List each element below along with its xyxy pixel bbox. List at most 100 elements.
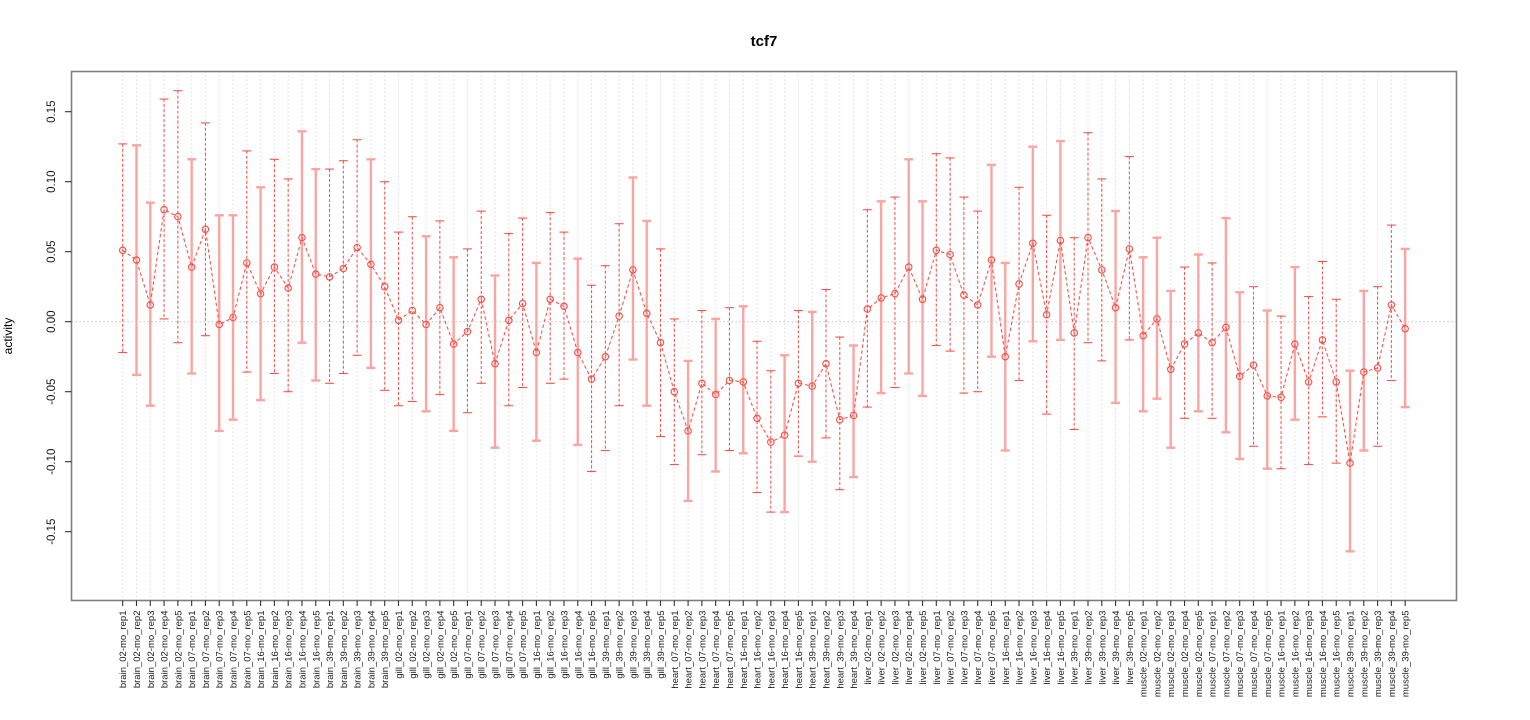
svg-text:liver_39-mo_rep3: liver_39-mo_rep3 [1097, 611, 1108, 685]
svg-text:heart_07-mo_rep1: heart_07-mo_rep1 [670, 611, 681, 689]
chart-title: tcf7 [750, 33, 778, 50]
svg-text:gill_02-mo_rep5: gill_02-mo_rep5 [449, 611, 460, 679]
svg-text:-0.10: -0.10 [46, 449, 58, 475]
svg-text:heart_39-mo_rep1: heart_39-mo_rep1 [808, 611, 819, 689]
svg-text:heart_16-mo_rep5: heart_16-mo_rep5 [794, 611, 805, 689]
svg-text:heart_16-mo_rep3: heart_16-mo_rep3 [766, 611, 777, 689]
svg-text:brain_39-mo_rep4: brain_39-mo_rep4 [366, 611, 377, 689]
svg-text:liver_39-mo_rep4: liver_39-mo_rep4 [1111, 611, 1122, 685]
svg-text:liver_07-mo_rep1: liver_07-mo_rep1 [932, 611, 943, 685]
svg-text:liver_39-mo_rep2: liver_39-mo_rep2 [1084, 611, 1095, 685]
svg-text:liver_02-mo_rep5: liver_02-mo_rep5 [918, 611, 929, 685]
svg-text:gill_07-mo_rep2: gill_07-mo_rep2 [477, 611, 488, 679]
svg-text:muscle_16-mo_rep5: muscle_16-mo_rep5 [1332, 611, 1343, 698]
svg-text:0.10: 0.10 [46, 171, 58, 193]
svg-text:liver_07-mo_rep2: liver_07-mo_rep2 [946, 611, 957, 685]
svg-text:gill_02-mo_rep1: gill_02-mo_rep1 [394, 611, 405, 679]
svg-text:brain_07-mo_rep4: brain_07-mo_rep4 [229, 611, 240, 689]
svg-text:muscle_07-mo_rep4: muscle_07-mo_rep4 [1249, 611, 1260, 698]
svg-text:brain_02-mo_rep5: brain_02-mo_rep5 [173, 611, 184, 689]
svg-text:muscle_02-mo_rep3: muscle_02-mo_rep3 [1166, 611, 1177, 698]
svg-text:heart_16-mo_rep1: heart_16-mo_rep1 [739, 611, 750, 689]
svg-text:liver_07-mo_rep5: liver_07-mo_rep5 [987, 611, 998, 685]
svg-text:brain_16-mo_rep1: brain_16-mo_rep1 [256, 611, 267, 689]
svg-text:-0.15: -0.15 [46, 519, 58, 545]
svg-text:brain_07-mo_rep1: brain_07-mo_rep1 [187, 611, 198, 689]
svg-text:gill_39-mo_rep5: gill_39-mo_rep5 [656, 611, 667, 679]
svg-text:muscle_07-mo_rep3: muscle_07-mo_rep3 [1235, 611, 1246, 698]
svg-text:gill_02-mo_rep2: gill_02-mo_rep2 [408, 611, 419, 679]
svg-text:liver_16-mo_rep2: liver_16-mo_rep2 [1015, 611, 1026, 685]
svg-text:heart_39-mo_rep4: heart_39-mo_rep4 [849, 611, 860, 689]
svg-text:muscle_39-mo_rep4: muscle_39-mo_rep4 [1387, 611, 1398, 698]
svg-text:muscle_16-mo_rep4: muscle_16-mo_rep4 [1318, 611, 1329, 698]
svg-text:gill_02-mo_rep4: gill_02-mo_rep4 [435, 611, 446, 679]
svg-text:brain_07-mo_rep3: brain_07-mo_rep3 [215, 611, 226, 689]
svg-text:muscle_16-mo_rep3: muscle_16-mo_rep3 [1304, 611, 1315, 698]
svg-text:brain_39-mo_rep2: brain_39-mo_rep2 [339, 611, 350, 689]
svg-text:heart_39-mo_rep2: heart_39-mo_rep2 [821, 611, 832, 689]
svg-text:brain_02-mo_rep2: brain_02-mo_rep2 [132, 611, 143, 689]
svg-text:gill_39-mo_rep4: gill_39-mo_rep4 [642, 611, 653, 679]
svg-text:brain_16-mo_rep4: brain_16-mo_rep4 [297, 611, 308, 689]
svg-text:heart_07-mo_rep5: heart_07-mo_rep5 [725, 611, 736, 689]
svg-text:muscle_02-mo_rep2: muscle_02-mo_rep2 [1152, 611, 1163, 698]
svg-text:muscle_02-mo_rep4: muscle_02-mo_rep4 [1180, 611, 1191, 698]
svg-text:muscle_39-mo_rep3: muscle_39-mo_rep3 [1373, 611, 1384, 698]
svg-text:liver_39-mo_rep1: liver_39-mo_rep1 [1070, 611, 1081, 685]
svg-text:muscle_07-mo_rep2: muscle_07-mo_rep2 [1221, 611, 1232, 698]
svg-text:gill_07-mo_rep5: gill_07-mo_rep5 [518, 611, 529, 679]
svg-text:heart_07-mo_rep2: heart_07-mo_rep2 [684, 611, 695, 689]
svg-text:0.05: 0.05 [46, 241, 58, 263]
svg-text:gill_07-mo_rep3: gill_07-mo_rep3 [491, 611, 502, 679]
svg-text:muscle_02-mo_rep1: muscle_02-mo_rep1 [1139, 611, 1150, 698]
svg-text:brain_16-mo_rep5: brain_16-mo_rep5 [311, 611, 322, 689]
svg-text:heart_07-mo_rep4: heart_07-mo_rep4 [711, 611, 722, 689]
svg-text:gill_16-mo_rep5: gill_16-mo_rep5 [587, 611, 598, 679]
svg-text:brain_07-mo_rep2: brain_07-mo_rep2 [201, 611, 212, 689]
svg-text:brain_39-mo_rep3: brain_39-mo_rep3 [353, 611, 364, 689]
svg-text:muscle_16-mo_rep1: muscle_16-mo_rep1 [1277, 611, 1288, 698]
svg-text:brain_39-mo_rep1: brain_39-mo_rep1 [325, 611, 336, 689]
svg-text:heart_16-mo_rep4: heart_16-mo_rep4 [780, 611, 791, 689]
svg-text:gill_16-mo_rep3: gill_16-mo_rep3 [559, 611, 570, 679]
svg-text:liver_16-mo_rep3: liver_16-mo_rep3 [1028, 611, 1039, 685]
svg-text:gill_39-mo_rep1: gill_39-mo_rep1 [601, 611, 612, 679]
svg-text:liver_16-mo_rep5: liver_16-mo_rep5 [1056, 611, 1067, 685]
svg-text:heart_16-mo_rep2: heart_16-mo_rep2 [753, 611, 764, 689]
svg-text:brain_16-mo_rep3: brain_16-mo_rep3 [284, 611, 295, 689]
svg-text:muscle_02-mo_rep5: muscle_02-mo_rep5 [1194, 611, 1205, 698]
svg-text:heart_07-mo_rep3: heart_07-mo_rep3 [697, 611, 708, 689]
svg-text:brain_02-mo_rep3: brain_02-mo_rep3 [146, 611, 157, 689]
svg-text:brain_39-mo_rep5: brain_39-mo_rep5 [380, 611, 391, 689]
svg-text:liver_02-mo_rep2: liver_02-mo_rep2 [877, 611, 888, 685]
svg-text:liver_02-mo_rep4: liver_02-mo_rep4 [904, 611, 915, 685]
svg-text:gill_39-mo_rep2: gill_39-mo_rep2 [615, 611, 626, 679]
svg-text:brain_02-mo_rep1: brain_02-mo_rep1 [118, 611, 129, 689]
svg-text:gill_39-mo_rep3: gill_39-mo_rep3 [628, 611, 639, 679]
svg-text:-0.05: -0.05 [46, 379, 58, 405]
svg-text:muscle_07-mo_rep5: muscle_07-mo_rep5 [1263, 611, 1274, 698]
svg-text:gill_02-mo_rep3: gill_02-mo_rep3 [422, 611, 433, 679]
svg-text:liver_39-mo_rep5: liver_39-mo_rep5 [1125, 611, 1136, 685]
svg-text:gill_07-mo_rep1: gill_07-mo_rep1 [463, 611, 474, 679]
svg-text:brain_16-mo_rep2: brain_16-mo_rep2 [270, 611, 281, 689]
svg-text:muscle_39-mo_rep1: muscle_39-mo_rep1 [1346, 611, 1357, 698]
svg-text:liver_02-mo_rep3: liver_02-mo_rep3 [890, 611, 901, 685]
svg-text:0.15: 0.15 [46, 101, 58, 123]
svg-text:muscle_39-mo_rep5: muscle_39-mo_rep5 [1401, 611, 1412, 698]
svg-text:gill_16-mo_rep2: gill_16-mo_rep2 [546, 611, 557, 679]
svg-text:liver_02-mo_rep1: liver_02-mo_rep1 [863, 611, 874, 685]
svg-text:muscle_39-mo_rep2: muscle_39-mo_rep2 [1359, 611, 1370, 698]
svg-text:liver_16-mo_rep1: liver_16-mo_rep1 [1001, 611, 1012, 685]
svg-text:muscle_07-mo_rep1: muscle_07-mo_rep1 [1208, 611, 1219, 698]
svg-text:muscle_16-mo_rep2: muscle_16-mo_rep2 [1290, 611, 1301, 698]
svg-text:liver_07-mo_rep3: liver_07-mo_rep3 [959, 611, 970, 685]
svg-text:gill_07-mo_rep4: gill_07-mo_rep4 [504, 611, 515, 679]
svg-text:gill_16-mo_rep1: gill_16-mo_rep1 [532, 611, 543, 679]
svg-text:heart_39-mo_rep3: heart_39-mo_rep3 [835, 611, 846, 689]
svg-text:gill_16-mo_rep4: gill_16-mo_rep4 [573, 611, 584, 679]
svg-text:brain_02-mo_rep4: brain_02-mo_rep4 [160, 611, 171, 689]
